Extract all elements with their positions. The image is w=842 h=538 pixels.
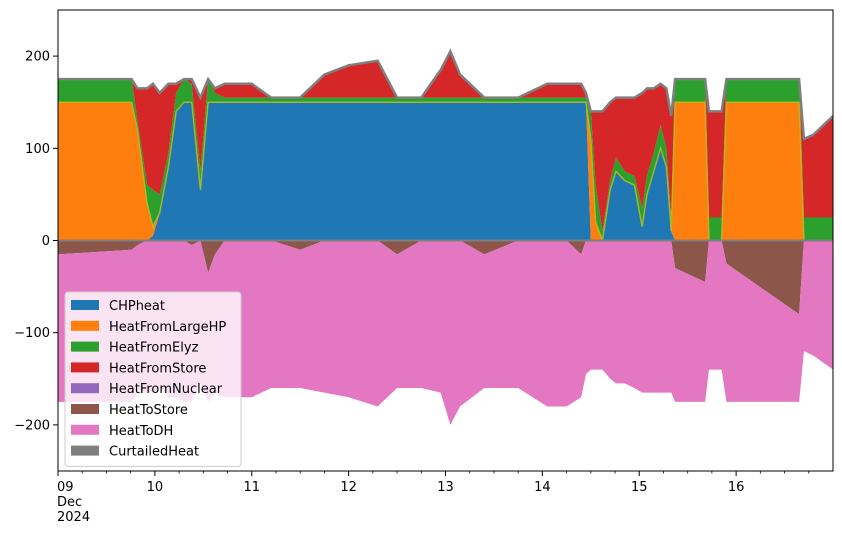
total-supply-outline (58, 48, 834, 141)
legend-label-heat-from-large-hp: HeatFromLargeHP (109, 320, 226, 335)
legend-box (64, 291, 242, 467)
legend-label-heat-from-nuclear: HeatFromNuclear (109, 382, 223, 397)
stack-outlines (58, 48, 834, 242)
legend-swatch-chpheat (71, 300, 99, 310)
x-tick-label: 13 (437, 480, 454, 495)
area-heat-from-elyz (58, 79, 833, 241)
area-heat-from-large-hp (58, 102, 833, 241)
y-tick-label: 100 (25, 142, 50, 157)
legend-label-chpheat: CHPheat (109, 299, 165, 314)
y-axis: −200 −100 0 100 200 (14, 50, 58, 433)
chp-hp-boundary-line (58, 101, 833, 242)
x-tick-label: 12 (340, 480, 357, 495)
area-heat-from-store (58, 51, 833, 232)
x-tick-label: 11 (243, 480, 260, 495)
y-tick-label: 200 (25, 50, 50, 65)
legend-swatch-heat-from-nuclear (71, 383, 99, 394)
area-chpheat (58, 102, 833, 241)
legend[interactable]: CHPheat HeatFromLargeHP HeatFromElyz HeatFr… (64, 291, 242, 467)
legend-label-heat-from-store: HeatFromStore (109, 361, 206, 376)
area-heat-to-store (58, 240, 833, 315)
y-tick-label: −200 (14, 418, 50, 433)
legend-label-heat-to-dh: HeatToDH (109, 424, 173, 439)
y-tick-label: −100 (14, 326, 50, 341)
legend-label-heat-from-elyz: HeatFromElyz (109, 341, 199, 356)
legend-label-heat-to-store: HeatToStore (109, 403, 188, 418)
legend-label-curtailed-heat: CurtailedHeat (109, 445, 199, 460)
x-tick-label: Dec (57, 495, 82, 510)
x-tick-label: 15 (631, 480, 648, 495)
legend-swatch-heat-from-store (71, 362, 99, 373)
area-heat-to-dh (58, 240, 833, 425)
stacked-areas (58, 51, 833, 425)
legend-swatch-heat-to-dh (71, 424, 99, 435)
x-tick-label: 2024 (57, 510, 90, 525)
x-tick-label: 16 (728, 480, 745, 495)
x-tick-label: 10 (147, 480, 164, 495)
legend-swatch-heat-from-elyz (71, 341, 99, 352)
x-tick-label: 14 (534, 480, 551, 495)
legend-swatch-heat-from-large-hp (71, 320, 99, 331)
legend-swatch-curtailed-heat (71, 445, 99, 456)
y-tick-label: 0 (42, 234, 50, 249)
legend-swatch-heat-to-store (71, 404, 99, 414)
x-tick-label: 09 (57, 480, 74, 495)
